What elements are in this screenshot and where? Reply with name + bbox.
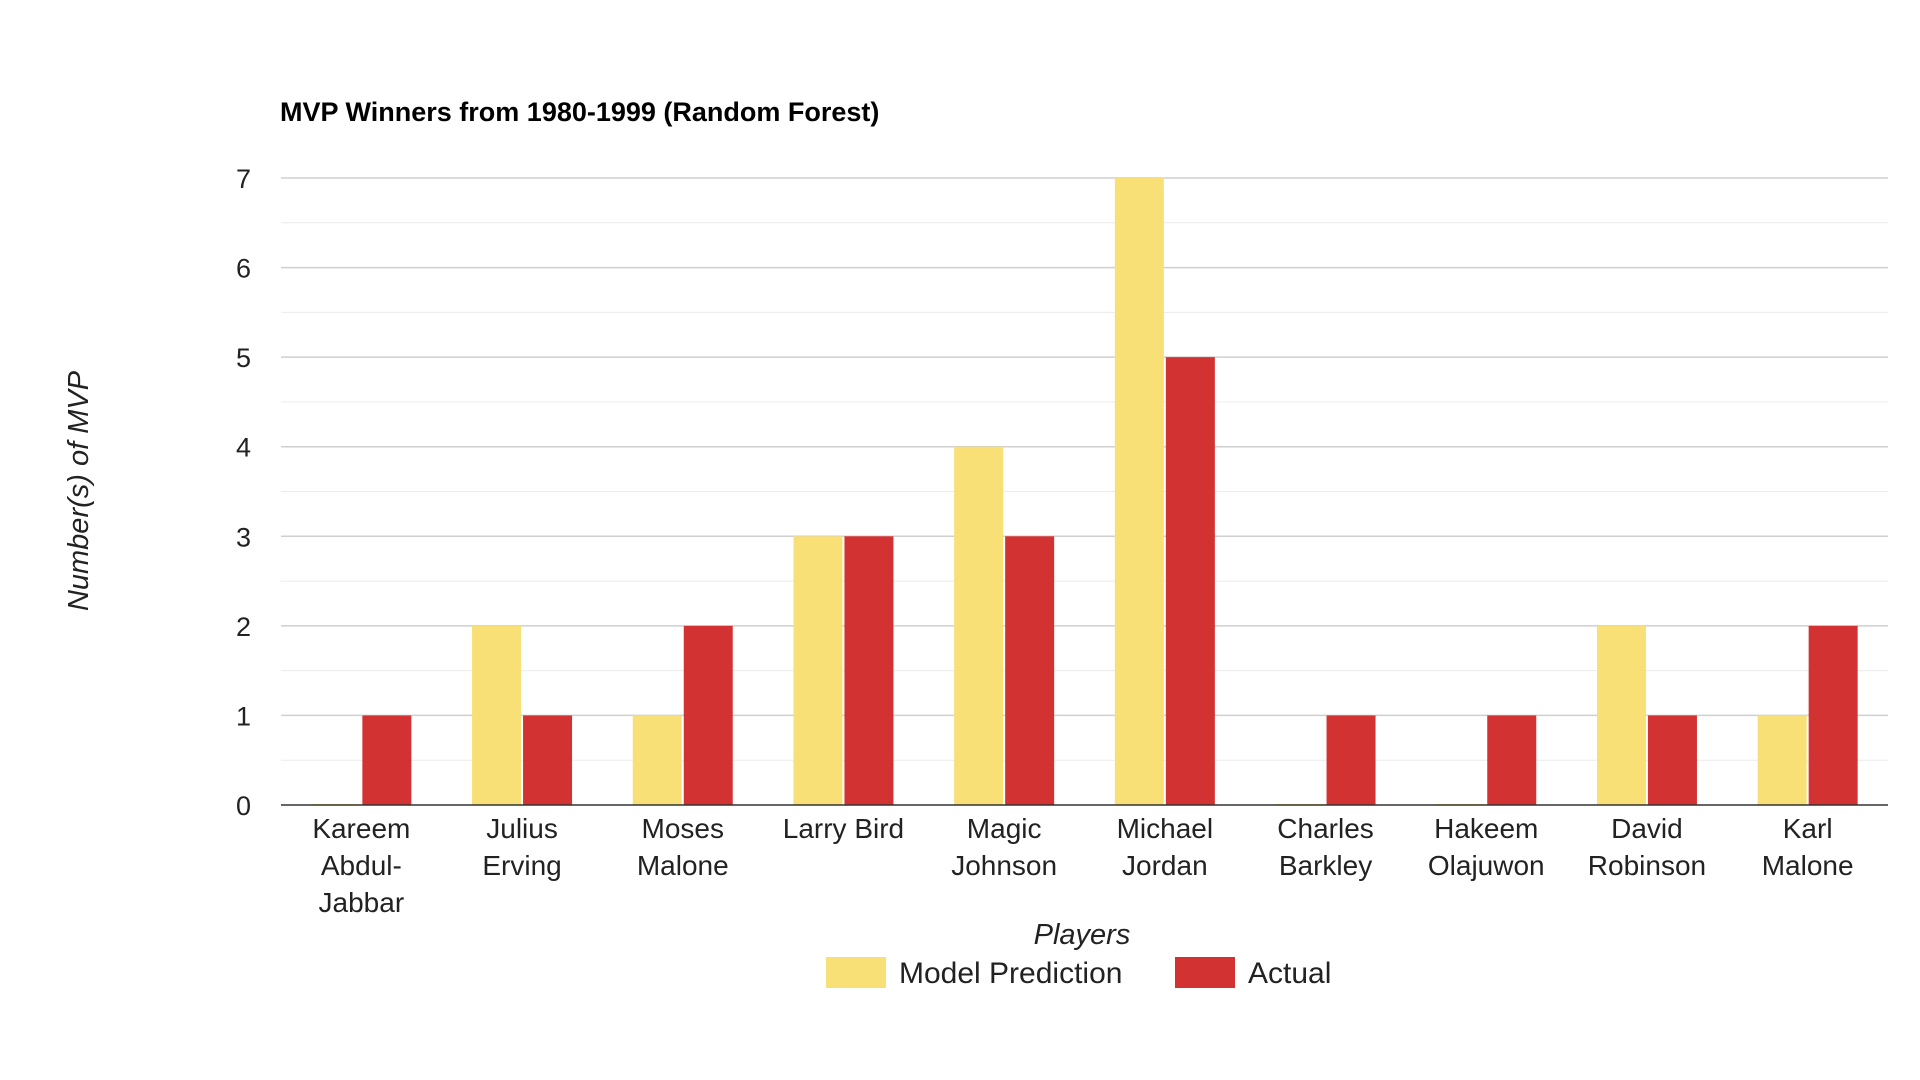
bar-model-prediction (632, 715, 682, 805)
x-category-label: David Robinson (1588, 813, 1706, 881)
x-category-label: Magic Johnson (951, 813, 1057, 881)
bar-model-prediction (793, 536, 843, 805)
bar-actual (1808, 625, 1858, 805)
legend-swatch (1175, 957, 1235, 988)
x-category-label: Kareem Abdul-Jabbar (312, 813, 410, 918)
y-tick-label: 1 (236, 701, 251, 731)
x-category-label: Moses Malone (637, 813, 729, 881)
y-axis-ticks: 0 1 2 3 4 5 6 7 (236, 164, 251, 821)
y-tick-label: 7 (236, 164, 251, 194)
bar-model-prediction (1596, 625, 1646, 805)
x-category-label: Hakeem Olajuwon (1428, 813, 1545, 881)
y-tick-label: 0 (236, 791, 251, 821)
chart-title: MVP Winners from 1980-1999 (Random Fores… (280, 97, 879, 127)
legend: Model Prediction Actual (826, 957, 1331, 990)
bar-model-prediction (472, 625, 522, 805)
x-category-label: Karl Malone (1762, 813, 1854, 881)
y-tick-label: 5 (236, 343, 251, 373)
bar-actual (1326, 715, 1376, 805)
bar-actual (1647, 715, 1697, 805)
bar-actual (683, 625, 733, 805)
bar-actual (1005, 536, 1055, 805)
y-tick-label: 3 (236, 522, 251, 552)
x-category-label: Julius Erving (482, 813, 561, 881)
y-tick-label: 4 (236, 433, 251, 463)
x-category-label: Larry Bird (783, 813, 904, 844)
bar-model-prediction (1757, 715, 1807, 805)
legend-swatch (826, 957, 886, 988)
x-axis-title: Players (1034, 919, 1131, 951)
y-tick-label: 2 (236, 612, 251, 642)
legend-label: Actual (1248, 957, 1331, 990)
bar-actual (362, 715, 412, 805)
x-category-label: Michael Jordan (1117, 813, 1213, 881)
bar-actual (523, 715, 573, 805)
x-axis-categories: Kareem Abdul-Jabbar Julius Erving Moses Malon… (312, 813, 1853, 918)
bar-model-prediction (1114, 178, 1164, 805)
gridlines (281, 177, 1888, 761)
x-category-label: Charles Barkley (1277, 813, 1373, 881)
legend-label: Model Prediction (899, 957, 1122, 990)
bars (311, 178, 1858, 805)
bar-model-prediction (954, 446, 1004, 805)
bar-actual (1165, 357, 1215, 805)
bar-actual (1487, 715, 1537, 805)
bar-actual (844, 536, 894, 805)
y-axis-title: Number(s) of MVP (63, 370, 95, 611)
y-tick-label: 6 (236, 254, 251, 284)
